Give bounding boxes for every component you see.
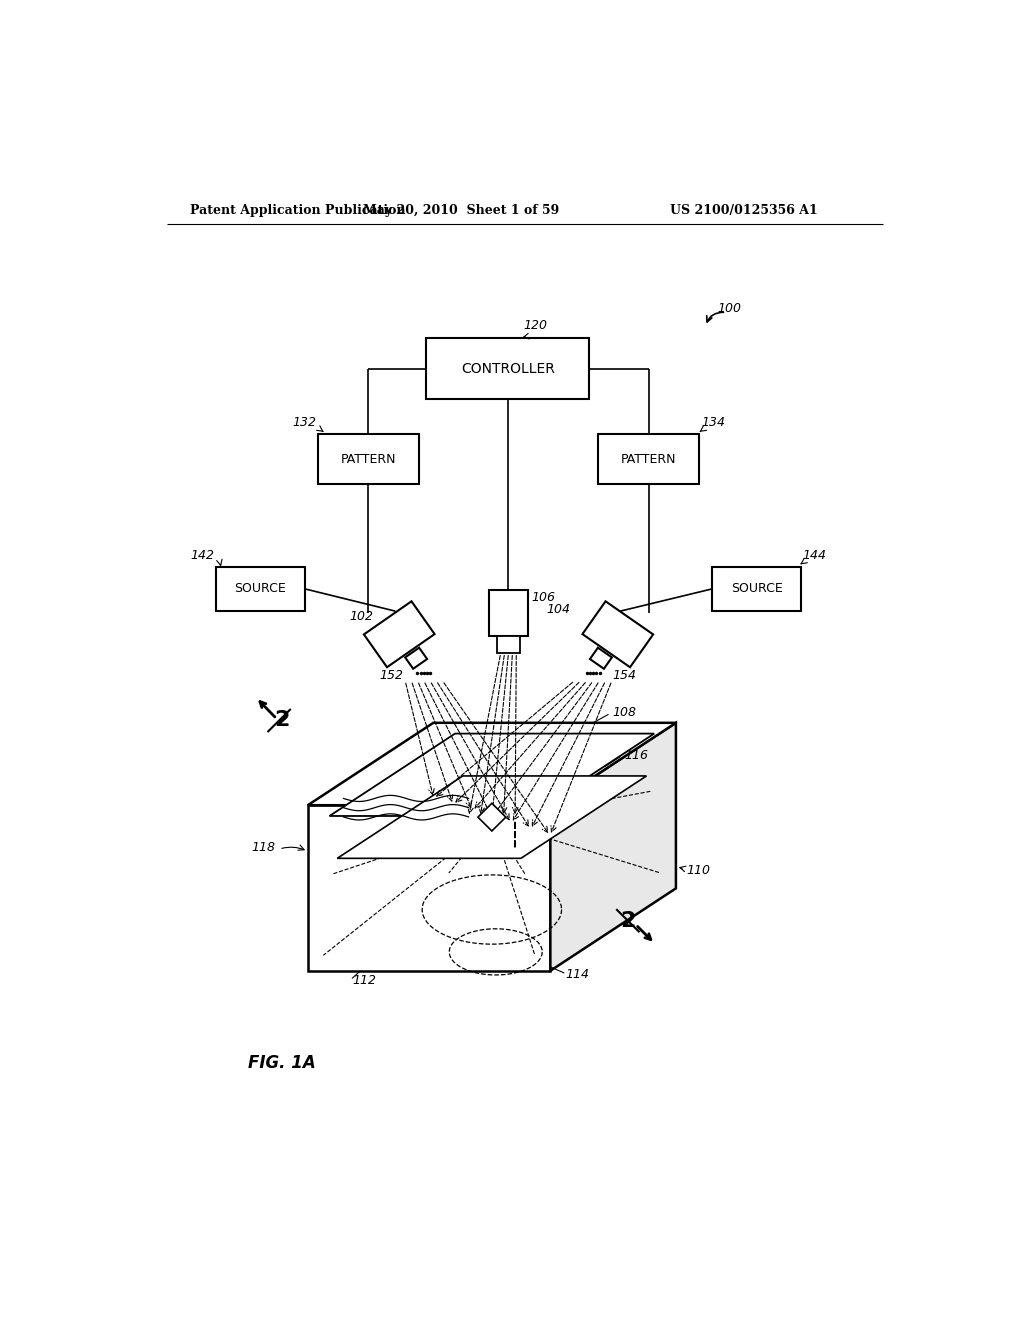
Text: 132: 132 (292, 416, 316, 429)
Text: Patent Application Publication: Patent Application Publication (190, 205, 406, 218)
Text: 118: 118 (251, 841, 275, 854)
Polygon shape (337, 776, 646, 858)
Polygon shape (308, 805, 550, 970)
Polygon shape (406, 648, 427, 669)
Text: 112: 112 (352, 974, 377, 987)
Text: SOURCE: SOURCE (234, 582, 286, 595)
Bar (713, 566, 802, 611)
Text: PATTERN: PATTERN (621, 453, 677, 466)
Text: 114: 114 (566, 968, 590, 981)
Text: PATTERN: PATTERN (341, 453, 396, 466)
Polygon shape (330, 734, 654, 816)
Polygon shape (478, 804, 506, 832)
Text: 2: 2 (273, 710, 289, 730)
Text: FIG. 1A: FIG. 1A (248, 1055, 315, 1072)
Text: CONTROLLER: CONTROLLER (461, 362, 555, 376)
Bar (426, 338, 589, 400)
Bar (216, 566, 305, 611)
Bar (598, 434, 699, 484)
Polygon shape (308, 723, 676, 805)
Bar (489, 590, 528, 636)
Text: May 20, 2010  Sheet 1 of 59: May 20, 2010 Sheet 1 of 59 (364, 205, 559, 218)
Text: 152: 152 (379, 669, 403, 682)
Bar (317, 434, 419, 484)
Text: 120: 120 (523, 318, 547, 331)
Text: 2: 2 (621, 911, 636, 931)
Text: 116: 116 (624, 748, 648, 762)
Polygon shape (583, 602, 653, 667)
Text: 110: 110 (686, 865, 710, 878)
Text: 104: 104 (547, 603, 570, 616)
Text: 108: 108 (612, 706, 636, 719)
Polygon shape (364, 602, 434, 667)
Text: 154: 154 (612, 669, 636, 682)
Text: 134: 134 (701, 416, 725, 429)
Text: 142: 142 (190, 549, 214, 562)
Text: 106: 106 (531, 591, 555, 603)
Text: SOURCE: SOURCE (731, 582, 782, 595)
Text: US 2100/0125356 A1: US 2100/0125356 A1 (671, 205, 818, 218)
Text: 102: 102 (349, 610, 373, 623)
Polygon shape (550, 723, 676, 970)
Text: 100: 100 (717, 302, 741, 315)
Bar (497, 636, 520, 653)
Polygon shape (590, 648, 612, 669)
Text: 144: 144 (802, 549, 826, 562)
